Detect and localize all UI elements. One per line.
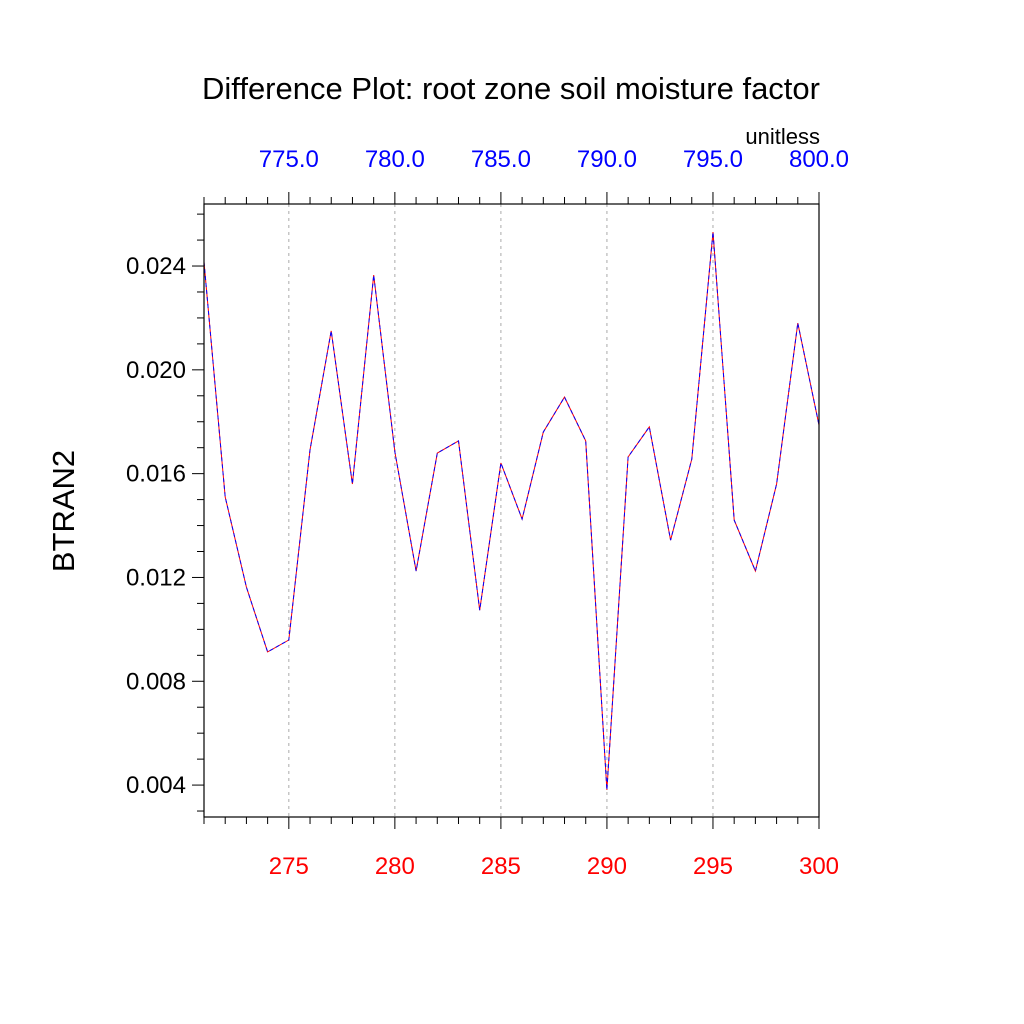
- units-label: unitless: [745, 124, 820, 149]
- top-x-tick-label: 775.0: [259, 146, 319, 173]
- x-tick-label: 280: [375, 853, 415, 880]
- x-tick-label: 275: [269, 853, 309, 880]
- y-axis-label: BTRAN2: [46, 450, 81, 572]
- y-tick-label: 0.016: [126, 461, 186, 488]
- x-tick-label: 290: [587, 853, 627, 880]
- y-tick-label: 0.004: [126, 772, 186, 799]
- y-tick-label: 0.012: [126, 564, 186, 591]
- top-x-tick-label: 790.0: [577, 146, 637, 173]
- top-x-tick-label: 795.0: [683, 146, 743, 173]
- y-tick-label: 0.020: [126, 357, 186, 384]
- x-tick-label: 300: [799, 853, 839, 880]
- y-tick-label: 0.024: [126, 253, 186, 280]
- top-x-tick-label: 785.0: [471, 146, 531, 173]
- series-line-2: [203, 231, 820, 791]
- top-x-tick-label: 800.0: [789, 146, 849, 173]
- series-line-1: [203, 231, 820, 791]
- y-tick-label: 0.008: [126, 668, 186, 695]
- plot-frame: [203, 203, 820, 818]
- x-tick-label: 285: [481, 853, 521, 880]
- chart-title: Difference Plot: root zone soil moisture…: [202, 71, 820, 106]
- x-tick-label: 295: [693, 853, 733, 880]
- top-x-tick-label: 780.0: [365, 146, 425, 173]
